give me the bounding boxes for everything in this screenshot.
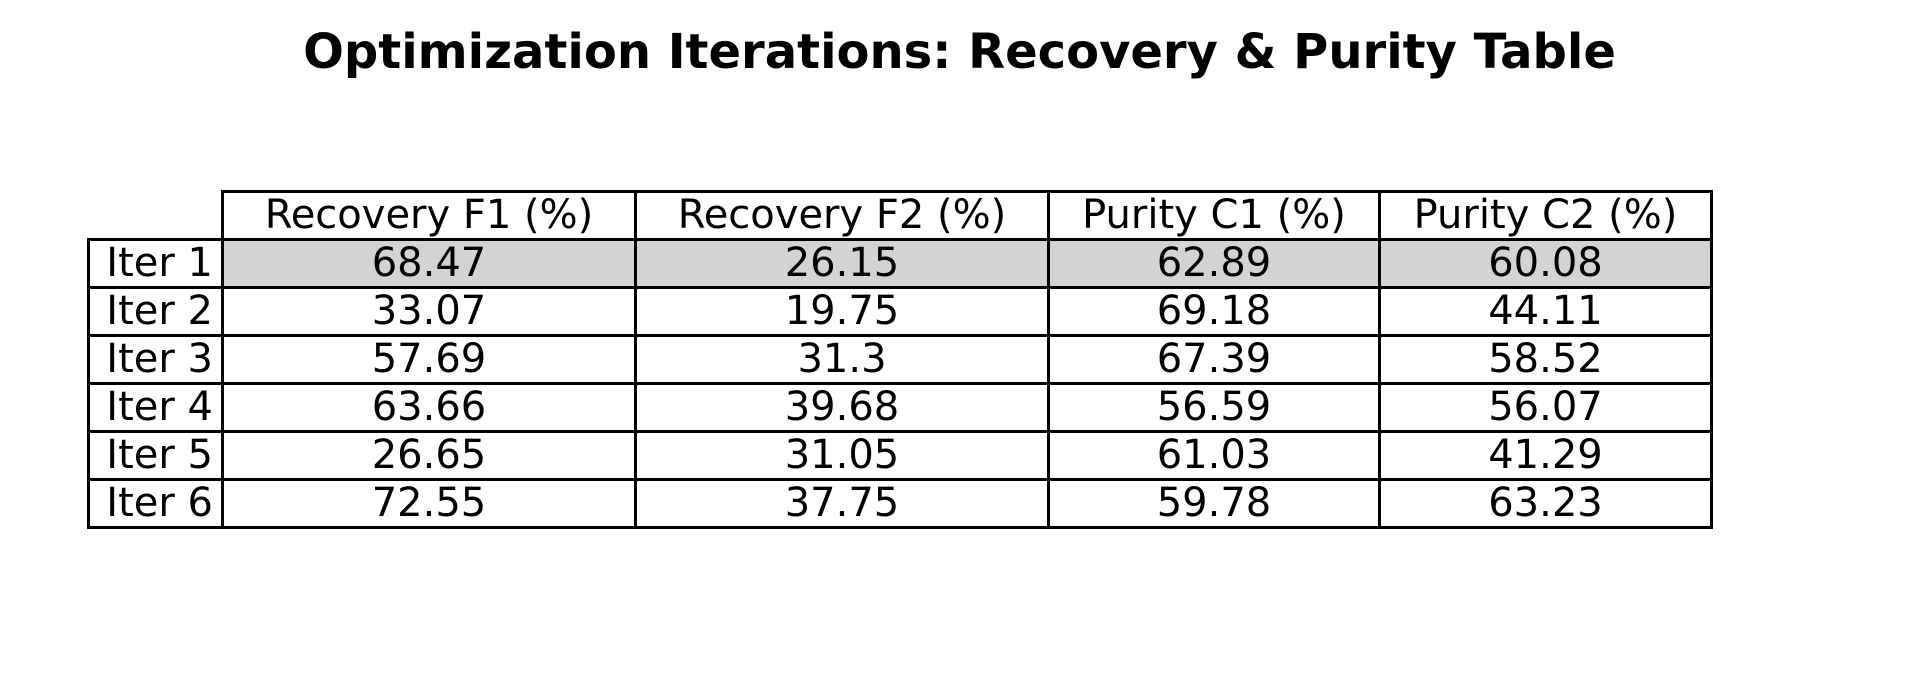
table-cell: 63.66	[221, 382, 637, 433]
results-table: Recovery F1 (%) Recovery F2 (%) Purity C…	[87, 190, 1713, 529]
table-cell: 31.05	[634, 430, 1050, 481]
column-header: Purity C2 (%)	[1378, 190, 1713, 241]
table-row: Iter 4 63.66 39.68 56.59 56.07	[87, 382, 1713, 433]
table-row: Iter 5 26.65 31.05 61.03 41.29	[87, 430, 1713, 481]
row-label: Iter 5	[87, 430, 224, 481]
table-cell: 72.55	[221, 478, 637, 529]
table-cell: 26.15	[634, 238, 1050, 289]
table-row: Iter 2 33.07 19.75 69.18 44.11	[87, 286, 1713, 337]
column-header: Purity C1 (%)	[1047, 190, 1381, 241]
header-row: Recovery F1 (%) Recovery F2 (%) Purity C…	[88, 190, 1713, 241]
table-cell: 57.69	[221, 334, 637, 385]
table-cell: 56.07	[1378, 382, 1713, 433]
column-header: Recovery F1 (%)	[221, 190, 637, 241]
table-cell: 59.78	[1047, 478, 1381, 529]
table-cell: 37.75	[634, 478, 1050, 529]
table-row: Iter 1 68.47 26.15 62.89 60.08	[87, 238, 1713, 289]
table-cell: 62.89	[1047, 238, 1381, 289]
table-body: Iter 1 68.47 26.15 62.89 60.08 Iter 2 33.07 19.…	[87, 238, 1713, 529]
row-label: Iter 1	[87, 238, 224, 289]
table-cell: 31.3	[634, 334, 1050, 385]
table-cell: 68.47	[221, 238, 637, 289]
row-label: Iter 6	[87, 478, 224, 529]
row-label: Iter 3	[87, 334, 224, 385]
table-cell: 44.11	[1378, 286, 1713, 337]
row-label: Iter 2	[87, 286, 224, 337]
table-cell: 56.59	[1047, 382, 1381, 433]
column-header: Recovery F2 (%)	[634, 190, 1050, 241]
table-row: Iter 3 57.69 31.3 67.39 58.52	[87, 334, 1713, 385]
corner-cell	[88, 191, 224, 241]
table-cell: 26.65	[221, 430, 637, 481]
table-cell: 61.03	[1047, 430, 1381, 481]
row-label: Iter 4	[87, 382, 224, 433]
table-cell: 39.68	[634, 382, 1050, 433]
chart-title: Optimization Iterations: Recovery & Puri…	[303, 24, 1616, 80]
table-cell: 41.29	[1378, 430, 1713, 481]
table-cell: 19.75	[634, 286, 1050, 337]
table-cell: 67.39	[1047, 334, 1381, 385]
table-cell: 60.08	[1378, 238, 1713, 289]
table-cell: 58.52	[1378, 334, 1713, 385]
table-cell: 69.18	[1047, 286, 1381, 337]
table-cell: 63.23	[1378, 478, 1713, 529]
table-row: Iter 6 72.55 37.75 59.78 63.23	[87, 478, 1713, 529]
table-cell: 33.07	[221, 286, 637, 337]
